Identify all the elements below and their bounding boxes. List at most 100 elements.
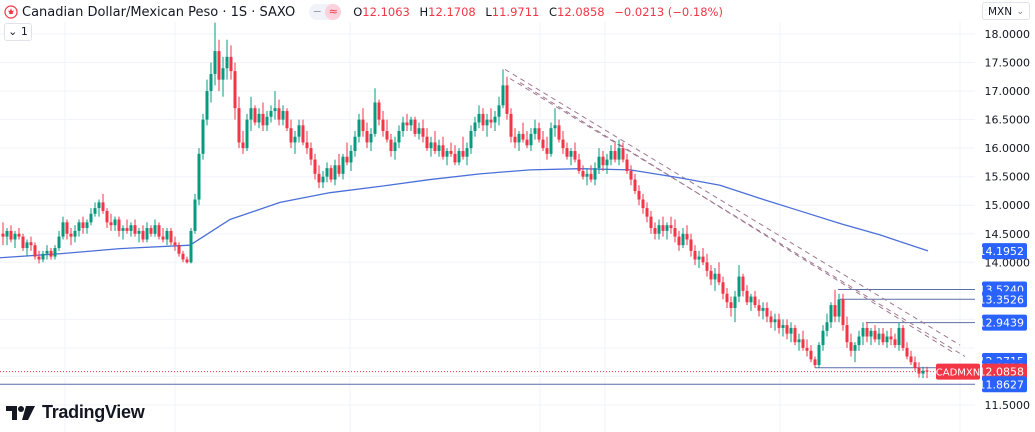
price-label-box — [982, 243, 1027, 260]
candle-body — [869, 330, 873, 337]
wave-icon[interactable]: ≈ — [325, 4, 342, 20]
candle-body — [41, 253, 45, 260]
candle-body — [229, 56, 233, 72]
candle-body — [57, 236, 61, 249]
candle-body — [785, 325, 789, 334]
candle-body — [897, 327, 901, 346]
candle-body — [529, 133, 533, 146]
chart-style-toggle[interactable]: − ≈ — [309, 4, 342, 20]
candle-body — [645, 208, 649, 217]
candle-body — [161, 236, 165, 240]
candle-body — [29, 242, 33, 246]
high-value: 12.1708 — [428, 5, 476, 19]
candle-body — [325, 168, 329, 177]
candle-body — [93, 208, 97, 214]
ohlc-values: O12.1063 H12.1708 L11.9711 C12.0858 −0.0… — [353, 5, 723, 19]
candle-body — [429, 142, 433, 149]
y-axis-tick: 14.0000 — [985, 256, 1031, 269]
candle-body — [321, 176, 325, 183]
candle-body — [381, 119, 385, 132]
candle-body — [893, 339, 897, 346]
candle-body — [649, 216, 653, 229]
candle-body — [853, 345, 857, 351]
candle-body — [237, 108, 241, 143]
candle-body — [77, 222, 81, 231]
trend-channel-line[interactable] — [509, 78, 966, 357]
candle-body — [497, 105, 501, 117]
tradingview-logo[interactable]: TradingView — [6, 402, 145, 423]
candle-body — [73, 230, 77, 237]
candle-body — [177, 245, 181, 254]
candle-body — [349, 151, 353, 163]
candle-body — [825, 322, 829, 331]
candle-body — [913, 362, 917, 368]
trend-channel-line[interactable] — [519, 82, 956, 355]
candle-body — [301, 125, 305, 143]
candle-body — [117, 219, 121, 231]
candle-body — [89, 213, 93, 223]
candle-body — [549, 128, 553, 154]
candle-body — [821, 330, 825, 346]
price-label-box — [982, 314, 1027, 331]
candle-body — [541, 139, 545, 149]
candle-body — [925, 370, 929, 372]
candle-body — [273, 108, 277, 112]
symbol-tag-box — [936, 363, 980, 380]
candle-body — [285, 111, 289, 129]
candle-body — [681, 233, 685, 246]
candle-body — [313, 159, 317, 174]
trend-channel-line[interactable] — [504, 68, 961, 346]
candle-body — [461, 151, 465, 157]
candle-body — [745, 290, 749, 303]
candle-body — [113, 219, 117, 226]
candle-body — [765, 307, 769, 317]
currency-dropdown[interactable]: MXN ⌄ — [982, 2, 1030, 20]
tradingview-logo-icon — [6, 405, 35, 420]
candle-body — [725, 293, 729, 303]
candle-body — [753, 296, 757, 306]
open-label: O — [353, 5, 363, 19]
symbol-title[interactable]: Canadian Dollar/Mexican Peso · 1S · SAXO — [22, 4, 296, 20]
candle-body — [309, 148, 313, 160]
candle-body — [249, 108, 253, 120]
candle-body — [425, 136, 429, 149]
candle-body — [433, 142, 437, 152]
candle-body — [225, 56, 229, 69]
candle-body — [513, 136, 517, 143]
y-axis-tick: 11.5000 — [985, 399, 1031, 412]
low-value: 11.9711 — [491, 5, 540, 19]
candle-body — [609, 151, 613, 160]
candle-body — [101, 202, 105, 211]
candle-body — [473, 122, 477, 132]
candle-body — [465, 148, 469, 157]
candle-body — [849, 342, 853, 351]
candle-body — [265, 116, 269, 126]
candle-body — [709, 270, 713, 280]
candle-body — [733, 296, 737, 308]
candle-body — [389, 139, 393, 152]
candle-body — [729, 302, 733, 308]
collapse-icon[interactable]: − — [312, 5, 322, 18]
candle-body — [905, 347, 909, 357]
candle-body — [305, 142, 309, 149]
indicators-collapse-button[interactable]: ⌄ 1 — [4, 23, 32, 41]
candle-body — [33, 245, 37, 257]
candle-body — [53, 248, 57, 257]
candle-body — [769, 316, 773, 323]
candle-body — [125, 228, 129, 231]
candle-body — [193, 199, 197, 231]
candle-body — [509, 113, 513, 137]
candle-body — [685, 233, 689, 240]
candle-body — [105, 210, 109, 223]
candle-body — [121, 228, 125, 231]
y-axis-tick: 17.0000 — [985, 85, 1031, 98]
candle-body — [885, 336, 889, 343]
candle-body — [589, 173, 593, 180]
candle-body — [209, 73, 213, 92]
candle-body — [577, 159, 581, 171]
candle-body — [493, 116, 497, 123]
candle-body — [505, 85, 509, 114]
candle-body — [369, 133, 373, 143]
change-value: −0.0213 (−0.18%) — [614, 5, 723, 19]
